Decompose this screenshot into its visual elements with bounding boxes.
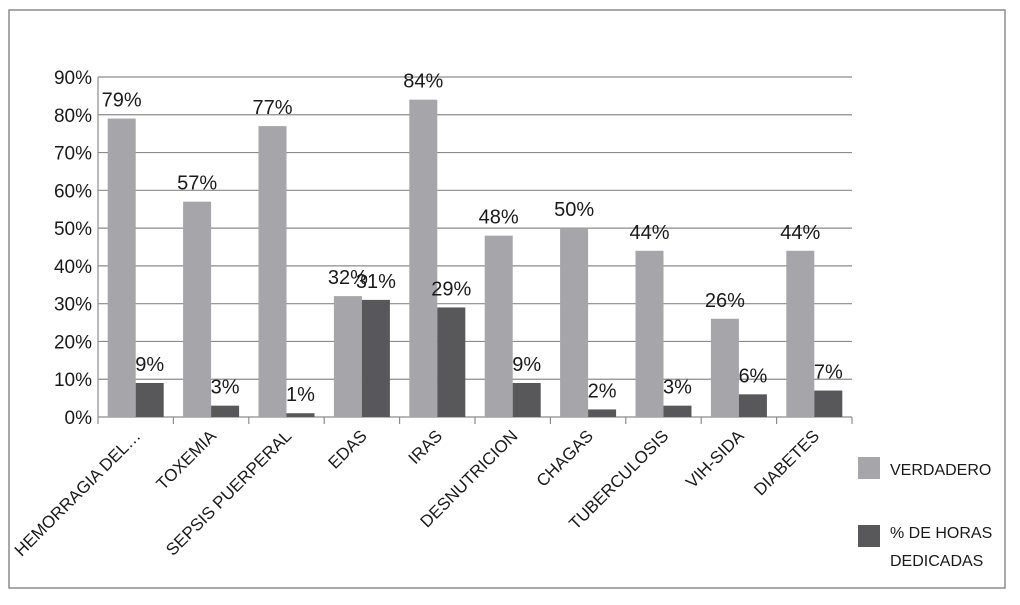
y-tick-label: 70% — [54, 144, 92, 165]
y-tick-label: 80% — [54, 106, 92, 127]
y-tick-label: 0% — [65, 408, 93, 429]
legend: VERDADERO % DE HORAS DEDICADAS — [858, 457, 992, 570]
bar-horas-4 — [437, 307, 466, 417]
data-label: 32% — [328, 267, 368, 289]
y-tick-label: 10% — [54, 370, 92, 391]
y-tick-label: 30% — [54, 295, 92, 316]
data-label: 44% — [780, 222, 820, 244]
y-tick-label: 40% — [54, 257, 92, 278]
bar-verdadero-7 — [635, 250, 664, 417]
bar-verdadero-3 — [333, 296, 362, 417]
y-tick-label: 60% — [54, 181, 92, 202]
data-label: 9% — [135, 354, 164, 376]
legend-label-horas: DEDICADAS — [890, 553, 983, 570]
data-label: 1% — [286, 384, 315, 406]
legend-swatch-verdadero — [858, 457, 880, 479]
data-label: 2% — [588, 380, 617, 402]
data-label: 26% — [705, 290, 745, 312]
data-label: 9% — [512, 354, 541, 376]
y-axis-ticks: 0% 10% 20% 30% 40% 50% 60% 70% 80% 90% — [54, 68, 92, 429]
data-label: 3% — [663, 377, 692, 399]
bar-horas-6 — [588, 409, 617, 417]
bars — [107, 99, 843, 418]
bar-horas-2 — [286, 413, 315, 417]
bar-verdadero-8 — [710, 318, 739, 417]
data-labels: 79% 9% 57% 3% 77% 1% 32%31% 84% 29% 48% 9% 50% 2% 44%… — [102, 71, 843, 407]
data-label: 29% — [431, 278, 471, 300]
legend-label-verdadero: VERDADERO — [890, 462, 991, 479]
data-label: 6% — [738, 365, 767, 387]
data-label: 50% — [554, 199, 594, 221]
y-tick-label: 50% — [54, 219, 92, 240]
data-label: 57% — [177, 173, 217, 195]
y-tick-label: 90% — [54, 68, 92, 89]
legend-swatch-horas — [858, 525, 880, 547]
bar-verdadero-2 — [258, 126, 287, 417]
bar-horas-3 — [361, 299, 390, 417]
bar-verdadero-6 — [560, 228, 589, 417]
data-label: 79% — [102, 90, 142, 112]
bar-verdadero-0 — [107, 118, 136, 418]
bar-verdadero-4 — [409, 99, 438, 418]
bar-horas-0 — [135, 383, 164, 417]
data-label: 48% — [479, 207, 519, 229]
data-label: 44% — [629, 222, 669, 244]
bar-horas-9 — [814, 390, 843, 417]
bar-horas-5 — [512, 383, 541, 417]
y-tick-label: 20% — [54, 332, 92, 353]
data-label: 7% — [814, 362, 843, 384]
bar-horas-1 — [211, 405, 240, 417]
legend-label-horas: % DE HORAS — [890, 525, 992, 542]
data-label: 31% — [356, 271, 396, 293]
bar-verdadero-5 — [484, 235, 513, 417]
data-label: 77% — [252, 97, 292, 119]
data-label: 84% — [403, 71, 443, 93]
bar-verdadero-1 — [183, 201, 212, 417]
bar-verdadero-9 — [786, 250, 815, 417]
bar-horas-8 — [738, 394, 767, 417]
data-label: 3% — [211, 377, 240, 399]
bar-horas-7 — [663, 405, 692, 417]
